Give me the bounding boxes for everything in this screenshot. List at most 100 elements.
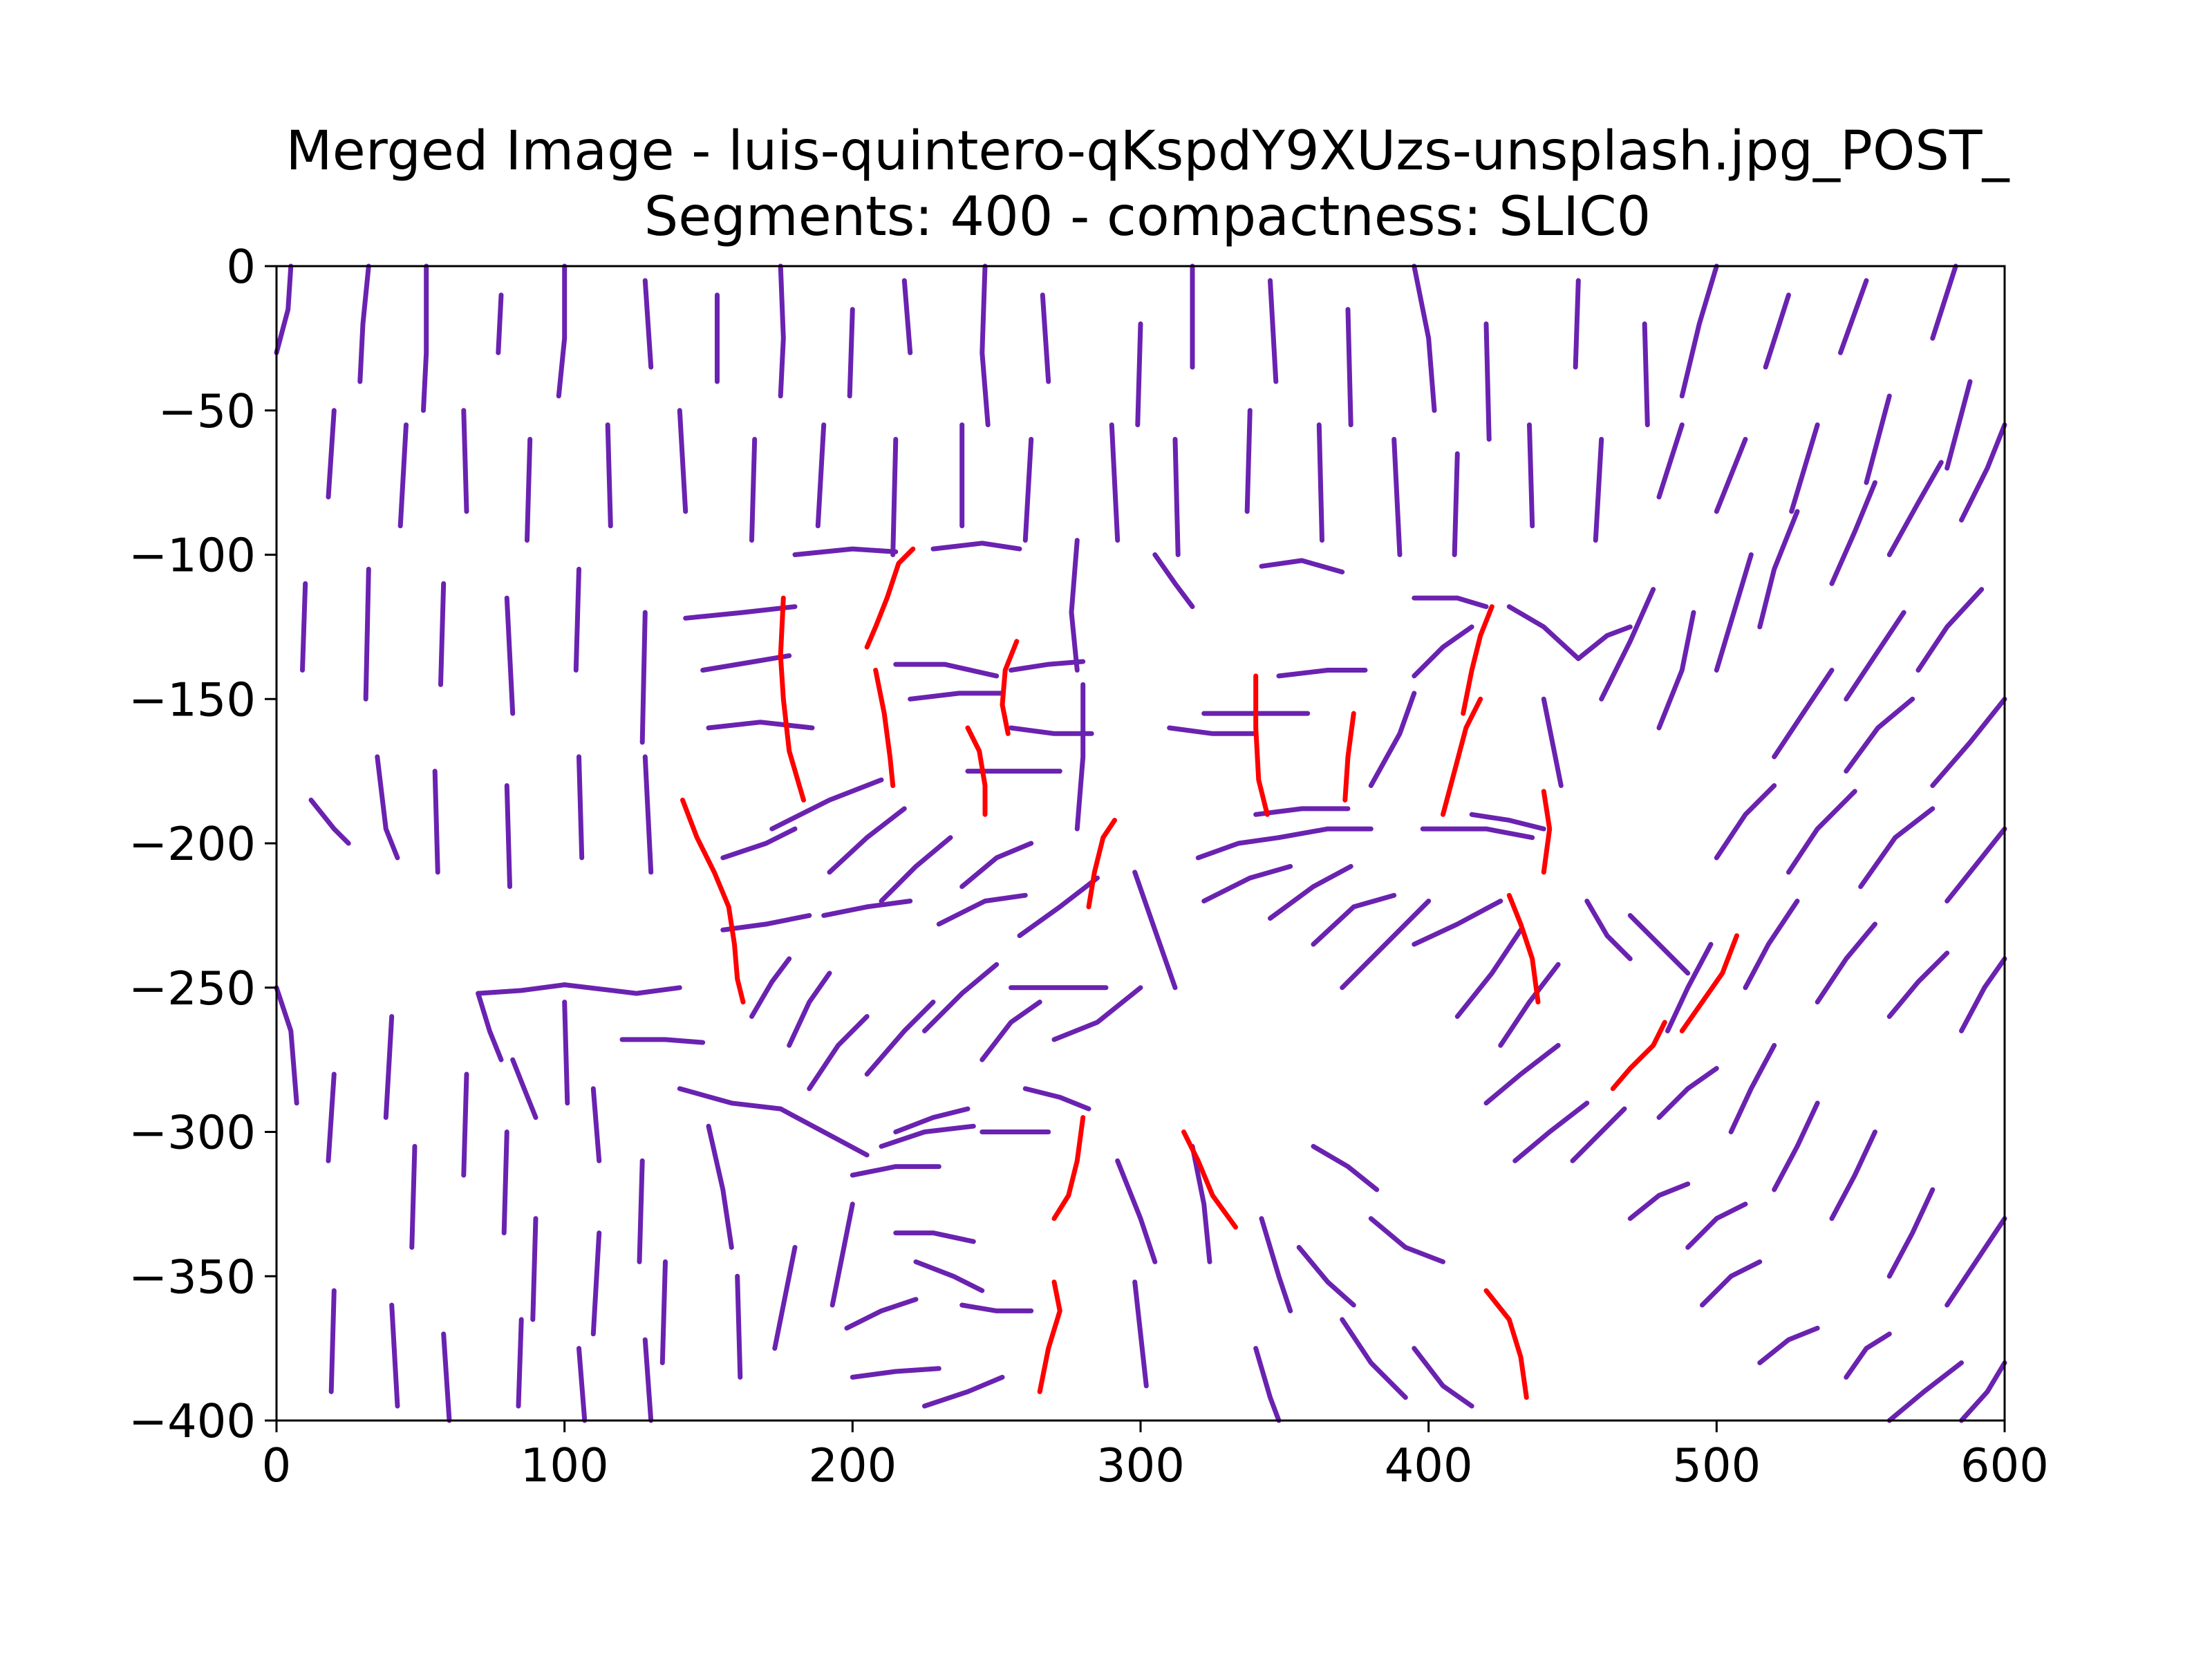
boundary-segment <box>847 307 855 399</box>
boundary-segment <box>1167 725 1259 736</box>
boundary-segment <box>1829 480 1877 586</box>
boundary-segment <box>577 1346 588 1423</box>
y-tick-label: 0 <box>226 240 256 294</box>
boundary-segment <box>501 1130 509 1236</box>
boundary-segment <box>383 1014 395 1121</box>
boundary-segment <box>1253 806 1351 817</box>
boundary-segment <box>1627 912 1691 976</box>
boundary-segment <box>562 982 682 996</box>
boundary-segment <box>980 1000 1042 1062</box>
boundary-segment <box>1311 892 1397 947</box>
boundary-segment <box>1268 278 1279 384</box>
boundary-segment <box>769 777 884 832</box>
boundary-segment <box>749 437 758 543</box>
boundary-segment <box>922 962 1000 1033</box>
x-tick-label: 500 <box>1672 1438 1761 1492</box>
boundary-segment <box>850 1366 941 1380</box>
boundary-segment <box>893 662 1000 679</box>
boundary-segment <box>959 841 1034 890</box>
boundary-segment <box>1685 1201 1748 1250</box>
boundary-segment <box>778 263 786 399</box>
boundary-segment <box>901 278 913 355</box>
boundary-segment <box>1527 422 1535 529</box>
boundary-segment <box>827 806 907 875</box>
boundary-segment <box>1040 292 1051 384</box>
boundary-segment <box>1656 610 1696 731</box>
boundary-segment <box>1838 278 1869 355</box>
boundary-segment <box>605 422 613 529</box>
boundary-segment <box>639 610 648 745</box>
boundary-segment <box>1679 933 1739 1033</box>
boundary-segment <box>504 595 516 716</box>
boundary-segment <box>1420 826 1535 841</box>
plot-area <box>274 263 2007 1423</box>
boundary-segment <box>815 422 827 529</box>
boundary-segment <box>893 1106 971 1134</box>
boundary-segment <box>1656 422 1685 500</box>
boundary-segment <box>1858 806 1936 890</box>
boundary-segment <box>1714 552 1754 673</box>
boundary-segment <box>1506 604 1581 662</box>
boundary-segment <box>1886 950 1950 1019</box>
boundary-segment <box>1483 1288 1529 1400</box>
boundary-segment <box>438 581 447 687</box>
boundary-segment <box>890 437 899 557</box>
boundary-segment <box>1930 263 1958 341</box>
boundary-segment <box>864 546 916 650</box>
boundary-segment <box>1342 711 1356 803</box>
boundary-segment <box>642 754 654 875</box>
chart-title-line1: Merged Image - luis-quintero-qKspdY9XUzs… <box>285 120 2009 182</box>
boundary-segment <box>1190 1143 1212 1264</box>
boundary-segment <box>821 899 913 918</box>
y-tick-label: −150 <box>129 673 256 727</box>
boundary-segment <box>1454 927 1524 1019</box>
boundary-segment <box>1656 1066 1719 1121</box>
boundary-segment <box>375 754 400 861</box>
boundary-segment <box>530 1216 538 1322</box>
boundary-segment <box>1201 863 1293 903</box>
boundary-segment <box>1340 899 1432 991</box>
boundary-segment <box>1412 595 1489 610</box>
boundary-segment <box>308 797 351 846</box>
boundary-segment <box>1152 552 1195 610</box>
boundary-segment <box>1886 1187 1936 1279</box>
boundary-segment <box>677 408 688 514</box>
boundary-segment <box>1930 696 2007 788</box>
boundary-segment <box>525 437 533 543</box>
boundary-segment <box>326 408 337 500</box>
boundary-segment <box>577 754 585 861</box>
boundary-segment <box>1368 691 1417 788</box>
boundary-segment <box>720 912 812 932</box>
boundary-segment <box>772 1245 798 1351</box>
boundary-segment <box>683 604 798 621</box>
boundary-segment <box>1135 321 1143 428</box>
boundary-segment <box>1051 985 1143 1042</box>
boundary-segment <box>1000 639 1020 736</box>
boundary-segment <box>864 1000 936 1077</box>
boundary-segment <box>1244 408 1253 514</box>
x-tick-label: 600 <box>1960 1438 2049 1492</box>
boundary-segment <box>1757 509 1800 630</box>
boundary-segment <box>1886 460 1944 557</box>
boundary-segment <box>1642 321 1650 428</box>
boundary-segment <box>1599 587 1656 702</box>
boundary-segment <box>1195 835 1282 861</box>
boundary-segment <box>1714 783 1777 861</box>
boundary-segment <box>922 1374 1005 1409</box>
boundary-segment <box>516 1317 524 1409</box>
boundary-segment <box>726 904 746 1005</box>
boundary-segment <box>1506 892 1541 1005</box>
boundary-segment <box>1483 1042 1561 1106</box>
boundary-segment <box>1074 682 1086 832</box>
boundary-segment <box>1276 826 1374 841</box>
boundary-segment <box>706 720 815 731</box>
boundary-segment <box>1345 307 1353 428</box>
boundary-segment <box>274 263 294 355</box>
boundary-segment <box>1886 1360 1964 1423</box>
boundary-segment <box>397 422 409 529</box>
boundary-segment <box>461 1071 469 1178</box>
boundary-segment <box>1584 899 1633 962</box>
boundary-segment <box>908 691 1005 702</box>
boundary-segment <box>1340 1317 1408 1400</box>
boundary-segment <box>461 408 469 514</box>
